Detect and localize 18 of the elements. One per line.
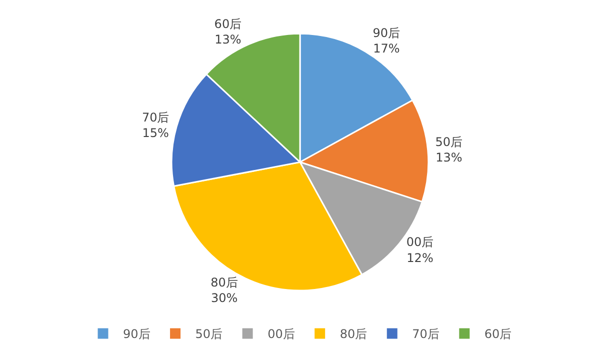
legend-label: 80后 xyxy=(340,327,368,342)
data-label: 13% xyxy=(436,150,462,165)
slice-label: 00后 xyxy=(406,235,434,250)
slice-label: 80后 xyxy=(210,276,238,290)
legend-label: 00后 xyxy=(268,327,295,342)
data-label: 12% xyxy=(406,250,434,265)
data-label: 17% xyxy=(373,41,400,56)
data-label: 30% xyxy=(210,291,238,306)
slice-label: 70后 xyxy=(142,110,170,124)
slice-label: 60后 xyxy=(214,16,242,31)
legend-label: 70后 xyxy=(412,327,440,342)
slice-label: 90后 xyxy=(372,26,400,40)
slice-label: 50后 xyxy=(435,135,463,150)
legend-label: 90后 xyxy=(123,327,150,342)
legend-label: 60后 xyxy=(484,327,512,342)
legend-label: 50后 xyxy=(195,327,223,342)
data-label: 15% xyxy=(142,126,169,140)
data-label: 13% xyxy=(214,32,242,47)
